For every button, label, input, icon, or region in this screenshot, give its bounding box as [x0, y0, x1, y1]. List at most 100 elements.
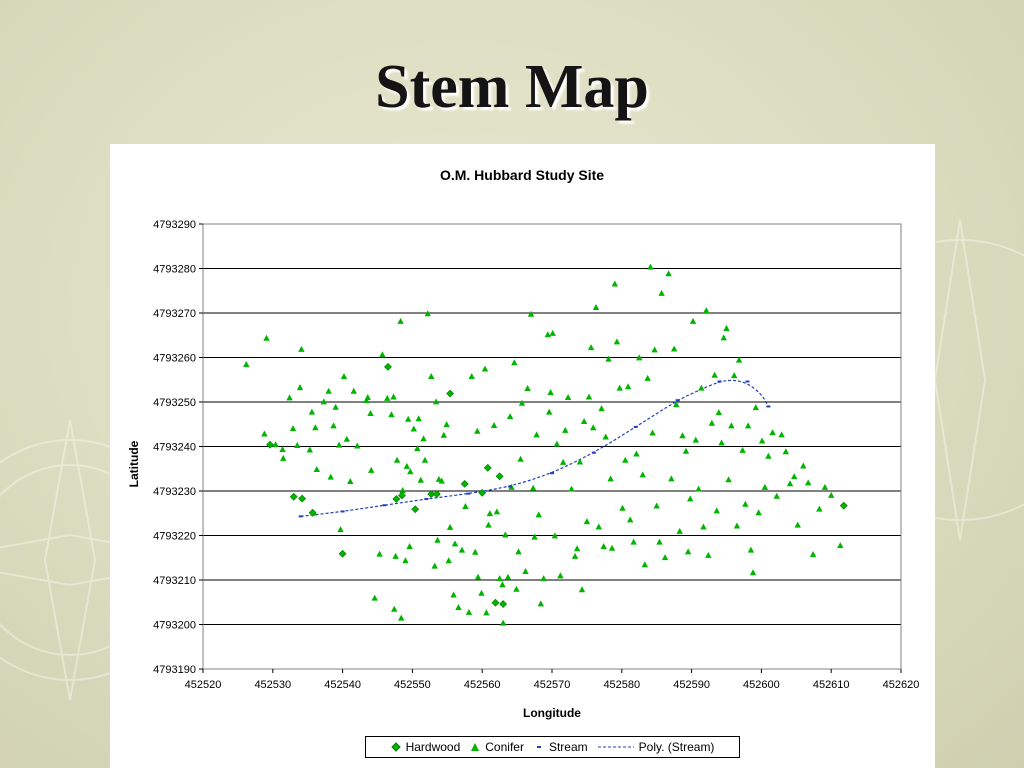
conifer-point [483, 609, 490, 616]
hardwood-point [478, 488, 487, 497]
conifer-point [695, 485, 702, 492]
conifer-point [755, 509, 762, 516]
tick-labels: 4793190 4793200 4793210 4793220 4793230 47932… [153, 219, 919, 691]
conifer-point [705, 551, 712, 558]
hardwood-point [446, 389, 455, 398]
stream-point [745, 380, 750, 383]
hardwood-point [483, 463, 492, 472]
conifer-point [636, 354, 643, 361]
y-tick-label: 4793230 [153, 486, 196, 498]
y-tick-label: 4793210 [153, 575, 196, 587]
conifer-point [402, 557, 409, 564]
slide-title: Stem Map [375, 53, 649, 121]
conifer-point [406, 543, 413, 550]
hardwood-point [495, 472, 504, 481]
x-tick-label: 452560 [464, 679, 501, 691]
hardwood-point [460, 479, 469, 488]
stream-point [298, 515, 303, 518]
conifer-point [758, 437, 766, 444]
conifer-point [431, 562, 438, 569]
conifer-point [392, 552, 399, 559]
conifer-point [765, 452, 772, 459]
conifer-point [547, 389, 554, 396]
hardwood-point [411, 505, 420, 514]
conifer-point [639, 471, 646, 478]
conifer-point [800, 462, 807, 469]
conifer-point [462, 502, 469, 509]
conifer-point [761, 483, 769, 490]
conifer-point [397, 317, 404, 324]
conifer-point [583, 518, 591, 525]
conifer-point [551, 532, 558, 539]
conifer-point [438, 477, 445, 484]
conifer-point [698, 384, 705, 391]
conifer-point [769, 429, 776, 436]
conifer-point [689, 317, 697, 324]
conifer-point [421, 456, 429, 463]
conifer-point [682, 447, 690, 454]
conifer-point [272, 441, 279, 448]
conifer-point [700, 523, 707, 530]
legend-item-poly-stream: Poly. (Stream) [597, 740, 714, 754]
conifer-point [298, 345, 305, 352]
conifer-point [414, 445, 421, 452]
conifer-point [458, 546, 466, 553]
stream-point [675, 399, 680, 402]
conifer-point [446, 523, 454, 530]
conifer-point [343, 435, 350, 442]
conifer-point [515, 548, 522, 555]
conifer-point [524, 385, 531, 392]
conifer-point [432, 398, 440, 405]
hardwood-point [839, 501, 848, 510]
conifer-point [384, 394, 391, 401]
conifer-point [585, 393, 593, 400]
stream-point [382, 504, 387, 507]
conifer-point [420, 435, 427, 442]
conifer-point [376, 550, 383, 557]
x-tick-label: 452580 [603, 679, 640, 691]
legend-label-stream: Stream [548, 740, 588, 754]
conifer-point [742, 500, 749, 507]
conifer-marker-icon [471, 743, 480, 751]
conifer-point [455, 603, 462, 610]
hardwood-marker-icon [390, 742, 401, 752]
conifer-point [673, 401, 680, 408]
conifer-point [735, 356, 743, 363]
chart-title: O.M. Hubbard Study Site [440, 167, 604, 183]
conifer-point [513, 585, 520, 592]
x-tick-label: 452530 [254, 679, 291, 691]
conifer-point [485, 521, 492, 528]
y-axis-label: Latitude [127, 440, 141, 487]
conifer-point [527, 310, 535, 317]
conifer-point [496, 575, 503, 582]
y-tick-label: 4793220 [153, 531, 196, 543]
y-tick-label: 4793250 [153, 397, 196, 409]
conifer-point [641, 561, 649, 568]
conifer-point [804, 479, 812, 486]
conifer-point [791, 473, 798, 480]
conifer-point [649, 429, 656, 436]
conifer-point [434, 536, 441, 543]
stream-point [424, 498, 429, 501]
conifer-point [261, 430, 268, 437]
conifer-point [559, 458, 567, 465]
conifer-point [335, 441, 343, 448]
conifer-point [778, 431, 785, 438]
hardwood-point [308, 508, 317, 517]
conifer-point [587, 344, 595, 351]
conifer-point [668, 475, 675, 482]
conifer-point [747, 546, 755, 553]
chart-panel: O.M. Hubbard Study Site 4793190 4793200 47… [110, 144, 935, 768]
conifer-point [633, 450, 640, 457]
conifer-point [531, 533, 538, 540]
conifer-point [613, 338, 621, 345]
hardwood-point [427, 490, 436, 499]
conifer-point [325, 387, 332, 394]
conifer-point [809, 551, 817, 558]
conifer-point [499, 581, 506, 588]
conifer-point [493, 508, 501, 515]
conifer-point [794, 521, 801, 528]
conifer-point [478, 589, 485, 596]
hardwood-point [398, 491, 406, 500]
conifer-point [720, 334, 727, 341]
